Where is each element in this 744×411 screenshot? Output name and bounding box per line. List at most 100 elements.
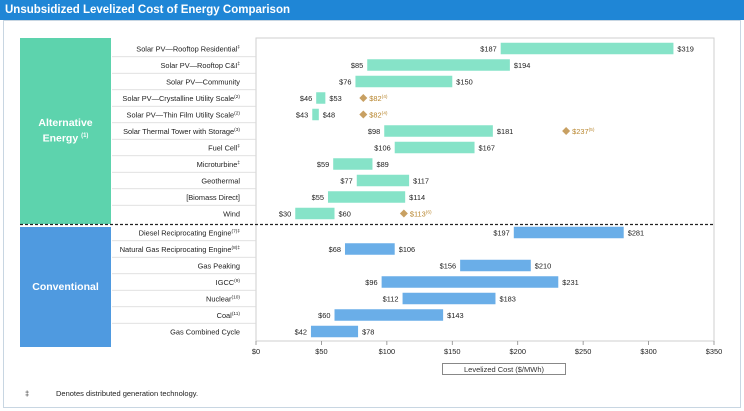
bar-high-label: $231 bbox=[562, 278, 578, 287]
range-bar bbox=[513, 226, 624, 239]
bar-low-label: $112 bbox=[383, 295, 399, 304]
range-bar bbox=[344, 243, 395, 255]
row-label: Wind bbox=[223, 210, 240, 219]
bar-low-label: $156 bbox=[440, 262, 456, 271]
row-label: Nuclear(10) bbox=[206, 295, 240, 304]
bar-high-label: $167 bbox=[479, 144, 495, 153]
bar-high-label: $183 bbox=[499, 295, 515, 304]
x-tick-label: $350 bbox=[706, 347, 722, 356]
row-label: [Biomass Direct] bbox=[186, 193, 240, 202]
range-bar bbox=[312, 108, 319, 121]
bar-high-label: $319 bbox=[677, 45, 693, 54]
bar-high-label: $143 bbox=[447, 311, 463, 320]
group-conventional: Conventional bbox=[20, 227, 111, 347]
bar-low-label: $76 bbox=[339, 78, 351, 87]
bar-high-label: $194 bbox=[514, 61, 530, 70]
x-tick-label: $250 bbox=[575, 347, 591, 356]
row-label: Solar PV—Rooftop C&I‡ bbox=[161, 61, 241, 70]
row-label: Gas Peaking bbox=[198, 262, 240, 271]
row-label: Solar PV—Thin Film Utility Scale(2) bbox=[127, 111, 241, 120]
range-bar bbox=[460, 259, 531, 272]
bar-high-label: $106 bbox=[399, 245, 415, 254]
bar-low-label: $68 bbox=[329, 245, 341, 254]
chart-frame bbox=[3, 20, 741, 408]
bar-low-label: $197 bbox=[493, 229, 509, 238]
row-label: Microturbine‡ bbox=[197, 160, 241, 169]
group-alternative-line2: Energy bbox=[42, 132, 79, 145]
bar-high-label: $53 bbox=[329, 94, 341, 103]
bar-low-label: $106 bbox=[374, 144, 390, 153]
row-label: Solar PV—Crystalline Utility Scale(2) bbox=[122, 94, 240, 103]
bar-low-label: $42 bbox=[295, 328, 307, 337]
row-label: Natural Gas Reciprocating Engine(8)‡ bbox=[120, 245, 241, 254]
group-conventional-label: Conventional bbox=[32, 280, 99, 293]
row-label: Solar Thermal Tower with Storage(3) bbox=[123, 127, 240, 136]
range-bar bbox=[327, 191, 406, 203]
page-title: Unsubsidized Levelized Cost of Energy Co… bbox=[5, 4, 290, 16]
x-tick-label: $0 bbox=[252, 347, 260, 356]
bar-low-label: $43 bbox=[296, 111, 308, 120]
range-bar bbox=[500, 42, 674, 55]
bar-high-label: $181 bbox=[497, 127, 513, 136]
row-label: Diesel Reciprocating Engine(7)‡ bbox=[139, 229, 241, 238]
bar-low-label: $59 bbox=[317, 160, 329, 169]
range-bar bbox=[356, 174, 410, 187]
row-label: Solar PV—Rooftop Residential‡ bbox=[136, 45, 240, 54]
range-bar bbox=[394, 141, 475, 154]
bar-low-label: $60 bbox=[318, 311, 330, 320]
x-axis-label: Levelized Cost ($/MWh) bbox=[442, 363, 566, 375]
bar-low-label: $46 bbox=[300, 94, 312, 103]
range-bar bbox=[334, 309, 444, 321]
group-alternative-line1: Alternative bbox=[38, 116, 93, 129]
bar-high-label: $78 bbox=[362, 328, 374, 337]
bar-high-label: $60 bbox=[339, 210, 351, 219]
bar-low-label: $85 bbox=[351, 61, 363, 70]
bar-low-label: $55 bbox=[312, 193, 324, 202]
bar-low-label: $77 bbox=[340, 177, 352, 186]
range-bar bbox=[310, 325, 359, 338]
plot-area bbox=[255, 37, 715, 342]
title-bar: Unsubsidized Levelized Cost of Energy Co… bbox=[0, 0, 744, 20]
x-tick-label: $150 bbox=[444, 347, 460, 356]
range-bar bbox=[381, 276, 559, 288]
row-label: IGCC(9) bbox=[216, 278, 241, 287]
marker-diamond bbox=[399, 209, 408, 218]
marker-label: $237(5) bbox=[572, 127, 595, 136]
bar-high-label: $281 bbox=[628, 229, 644, 238]
row-label: Coal(11) bbox=[217, 311, 241, 320]
group-alternative-note: (1) bbox=[81, 132, 89, 139]
marker-label: $82(4) bbox=[369, 111, 388, 120]
x-tick-label: $100 bbox=[379, 347, 395, 356]
marker-diamond bbox=[359, 94, 368, 102]
range-bar bbox=[333, 158, 373, 170]
footnote-text: Denotes distributed generation technolog… bbox=[56, 389, 199, 398]
bar-low-label: $30 bbox=[279, 210, 291, 219]
marker-diamond bbox=[562, 127, 571, 135]
range-bar bbox=[316, 92, 326, 104]
range-bar bbox=[402, 292, 496, 305]
group-alternative-energy: Alternative Energy (1) bbox=[20, 38, 111, 224]
bar-high-label: $117 bbox=[413, 177, 429, 186]
bar-high-label: $210 bbox=[535, 262, 551, 271]
marker-label: $82(4) bbox=[369, 94, 388, 103]
marker-label: $113(6) bbox=[410, 210, 432, 219]
bar-low-label: $187 bbox=[480, 45, 496, 54]
bar-high-label: $114 bbox=[409, 193, 425, 202]
row-label: Fuel Cell‡ bbox=[208, 144, 240, 153]
marker-diamond bbox=[359, 110, 368, 119]
bar-low-label: $96 bbox=[365, 278, 377, 287]
range-bar bbox=[367, 59, 510, 71]
row-label: Gas Combined Cycle bbox=[170, 328, 240, 337]
x-tick-label: $300 bbox=[640, 347, 656, 356]
x-tick-label: $50 bbox=[315, 347, 327, 356]
bar-high-label: $48 bbox=[323, 111, 335, 120]
range-bar bbox=[295, 207, 335, 220]
bar-high-label: $150 bbox=[456, 78, 472, 87]
footnote-symbol: ‡ bbox=[25, 389, 30, 398]
row-label: Solar PV—Community bbox=[166, 78, 240, 87]
range-bar bbox=[384, 125, 493, 137]
row-label: Geothermal bbox=[201, 177, 240, 186]
group-alternative-label: Alternative Energy (1) bbox=[38, 117, 92, 146]
bar-high-label: $89 bbox=[376, 160, 388, 169]
